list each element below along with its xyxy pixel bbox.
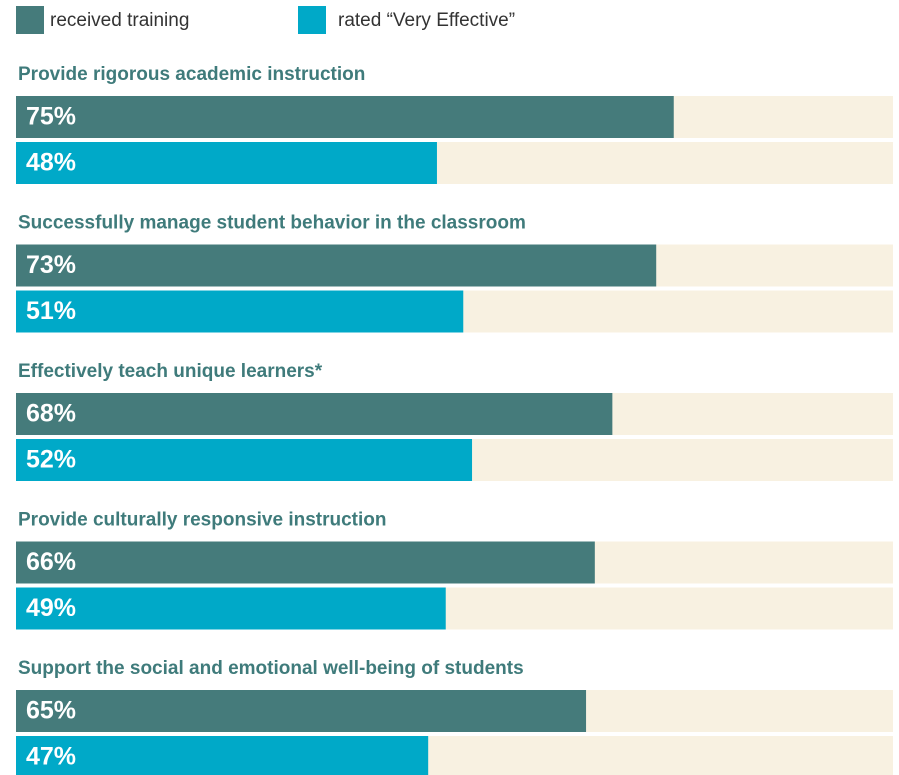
value-label: 52% — [26, 446, 76, 474]
legend-swatch — [298, 6, 326, 34]
legend-swatch — [16, 6, 44, 34]
category-label: Effectively teach unique learners* — [18, 361, 323, 382]
bar — [16, 244, 657, 287]
bar — [16, 439, 473, 481]
bar — [16, 142, 437, 184]
legend-label: rated “Very Effective” — [338, 10, 515, 31]
value-label: 51% — [26, 297, 76, 325]
bar — [16, 587, 446, 630]
value-label: 49% — [26, 594, 76, 622]
bar — [16, 96, 674, 138]
value-label: 68% — [26, 400, 76, 428]
bar — [16, 541, 595, 584]
category-label: Support the social and emotional well-be… — [18, 658, 524, 679]
category-label: Provide rigorous academic instruction — [18, 64, 365, 85]
bar — [16, 393, 613, 435]
bar — [16, 690, 587, 732]
value-label: 65% — [26, 697, 76, 725]
bar — [16, 736, 429, 775]
value-label: 75% — [26, 103, 76, 131]
value-label: 66% — [26, 548, 76, 576]
value-label: 48% — [26, 149, 76, 177]
bar — [16, 290, 464, 333]
category-label: Provide culturally responsive instructio… — [18, 510, 387, 531]
legend-label: received training — [50, 10, 189, 31]
value-label: 47% — [26, 743, 76, 771]
value-label: 73% — [26, 251, 76, 279]
category-label: Successfully manage student behavior in … — [18, 213, 526, 234]
